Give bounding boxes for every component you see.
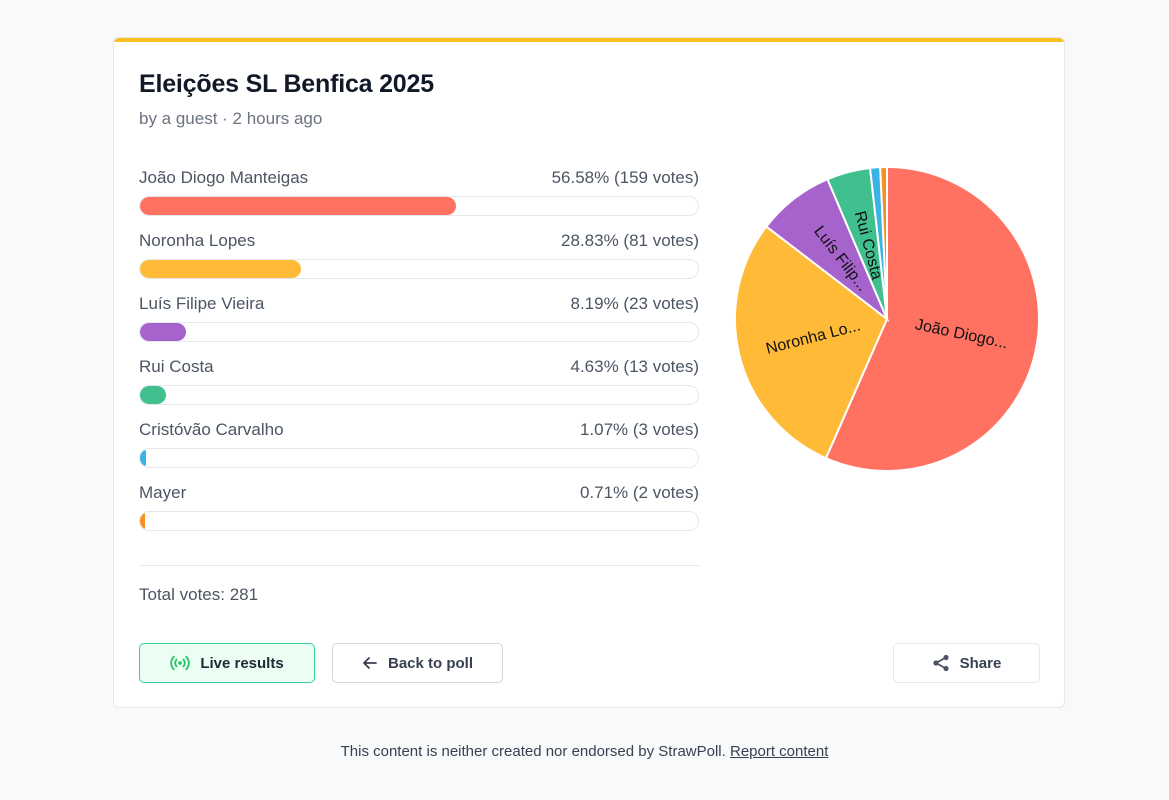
option-stats: 8.19% (23 votes) [570, 294, 699, 313]
result-item: João Diogo Manteigas 56.58% (159 votes) [139, 168, 699, 231]
result-item: Mayer 0.71% (2 votes) [139, 483, 699, 546]
share-button[interactable]: Share [893, 643, 1040, 683]
broadcast-icon [170, 655, 191, 671]
result-bar-track [139, 196, 699, 216]
arrow-left-icon [363, 657, 377, 669]
result-bar-fill [140, 197, 456, 215]
poll-results-card: Eleições SL Benfica 2025 by a guest · 2 … [113, 37, 1065, 708]
result-item: Rui Costa 4.63% (13 votes) [139, 357, 699, 420]
option-stats: 56.58% (159 votes) [551, 168, 699, 187]
option-stats: 4.63% (13 votes) [570, 357, 699, 376]
result-item: Cristóvão Carvalho 1.07% (3 votes) [139, 420, 699, 483]
pie-slice [824, 165, 1040, 472]
result-bar-track [139, 322, 699, 342]
option-stats: 28.83% (81 votes) [561, 231, 699, 250]
live-results-button[interactable]: Live results [139, 643, 315, 683]
poll-subtitle: by a guest · 2 hours ago [139, 109, 323, 128]
option-name: Cristóvão Carvalho [139, 420, 284, 439]
option-stats: 1.07% (3 votes) [579, 420, 699, 439]
result-bar-track [139, 259, 699, 279]
divider [139, 565, 699, 566]
result-bar-fill [140, 323, 186, 341]
option-stats: 0.71% (2 votes) [579, 483, 699, 502]
result-bar-track [139, 385, 699, 405]
pie-slice [879, 165, 888, 320]
option-name: Luís Filipe Vieira [139, 294, 265, 313]
poll-title: Eleições SL Benfica 2025 [139, 70, 434, 98]
result-bar-fill [140, 449, 146, 467]
option-name: Rui Costa [139, 357, 214, 376]
option-name: Noronha Lopes [139, 231, 256, 250]
share-label: Share [959, 654, 1002, 672]
result-item: Noronha Lopes 28.83% (81 votes) [139, 231, 699, 294]
share-icon [933, 654, 949, 672]
result-item: Luís Filipe Vieira 8.19% (23 votes) [139, 294, 699, 357]
results-list: João Diogo Manteigas 56.58% (159 votes) … [139, 168, 699, 546]
back-to-poll-label: Back to poll [387, 654, 473, 672]
report-content-link[interactable]: Report content [729, 743, 829, 760]
total-votes: Total votes: 281 [139, 585, 259, 604]
option-name: João Diogo Manteigas [139, 168, 309, 187]
pie-slice [734, 225, 889, 460]
result-bar-fill [140, 260, 301, 278]
footer: This content is neither created nor endo… [0, 743, 1169, 760]
back-to-poll-button[interactable]: Back to poll [332, 643, 503, 683]
pie-chart-svg: João Diogo...Noronha Lo...Luís Filip...R… [734, 165, 1040, 472]
live-results-label: Live results [200, 654, 284, 672]
result-bar-fill [140, 386, 166, 404]
result-bar-track [139, 448, 699, 468]
card-accent-bar [114, 38, 1064, 42]
result-bar-fill [140, 512, 145, 530]
option-name: Mayer [139, 483, 187, 502]
footer-disclaimer: This content is neither created nor endo… [340, 743, 726, 760]
results-pie-chart: João Diogo... Noronha Lo... Luís Filip... R… [732, 164, 1042, 474]
result-bar-track [139, 511, 699, 531]
